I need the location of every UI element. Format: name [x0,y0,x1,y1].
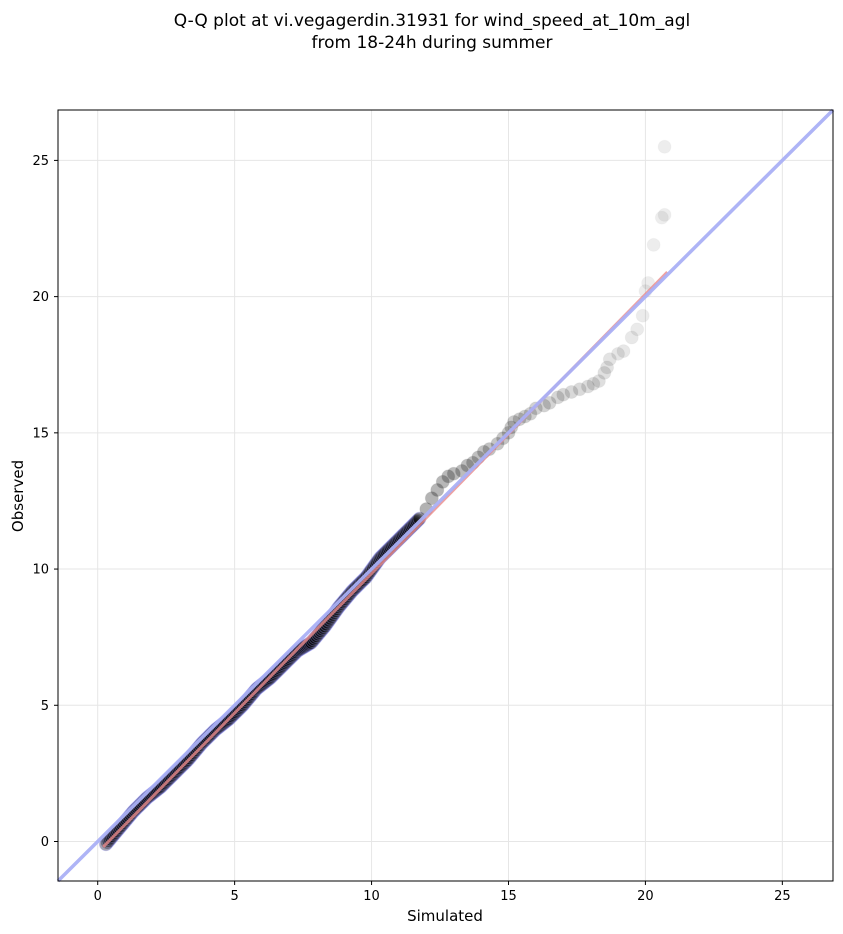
data-point [624,330,639,345]
x-tick-label: 15 [500,889,517,904]
data-point [482,442,497,457]
chart-title-line-1: Q-Q plot at vi.vegagerdin.31931 for wind… [174,11,690,31]
data-point [646,237,661,252]
data-point [602,352,617,367]
data-point [294,641,309,656]
data-point [597,365,612,380]
data-point [441,469,456,484]
data-point [635,308,650,323]
data-point [322,613,337,628]
data-point [504,420,519,435]
x-tick-label: 5 [230,889,238,904]
data-point [630,322,645,337]
data-point [600,360,615,375]
data-point [320,615,335,630]
y-tick-label: 0 [41,835,49,850]
data-point [611,346,626,361]
y-tick-label: 10 [32,563,49,578]
chart-title-line-2: from 18-24h during summer [312,33,553,53]
data-point [430,483,445,498]
data-point [550,390,565,405]
data-point [293,642,308,657]
y-tick-label: 5 [41,699,49,714]
y-tick-label: 20 [32,290,49,305]
identity-line [56,108,835,883]
data-point [564,384,579,399]
x-axis-label: Simulated [407,907,483,925]
data-point [580,379,595,394]
data-point [586,376,601,391]
x-tick-label: 25 [774,889,791,904]
data-point [657,139,672,154]
plot-area [56,108,835,883]
data-point [654,210,669,225]
y-axis-ticks: 0 5 10 15 20 25 [32,154,58,850]
data-point [572,382,587,397]
grid-lines [58,110,833,881]
data-point [528,401,543,416]
data-point [657,207,672,222]
x-axis-ticks: 0 5 10 15 20 25 [94,881,791,904]
y-tick-label: 25 [32,154,49,169]
x-tick-label: 0 [94,889,102,904]
y-axis-label: Observed [9,460,27,532]
y-tick-label: 15 [32,426,49,441]
x-tick-label: 20 [637,889,654,904]
data-point [446,466,461,481]
data-point [512,412,527,427]
data-point [424,491,439,506]
data-point [591,374,606,389]
data-point [616,344,631,359]
data-point [435,474,450,489]
data-point [296,640,311,655]
x-tick-label: 10 [363,889,380,904]
reference-lines [56,108,835,883]
data-point [556,387,571,402]
data-point [542,395,557,410]
plot-frame [57,109,834,882]
